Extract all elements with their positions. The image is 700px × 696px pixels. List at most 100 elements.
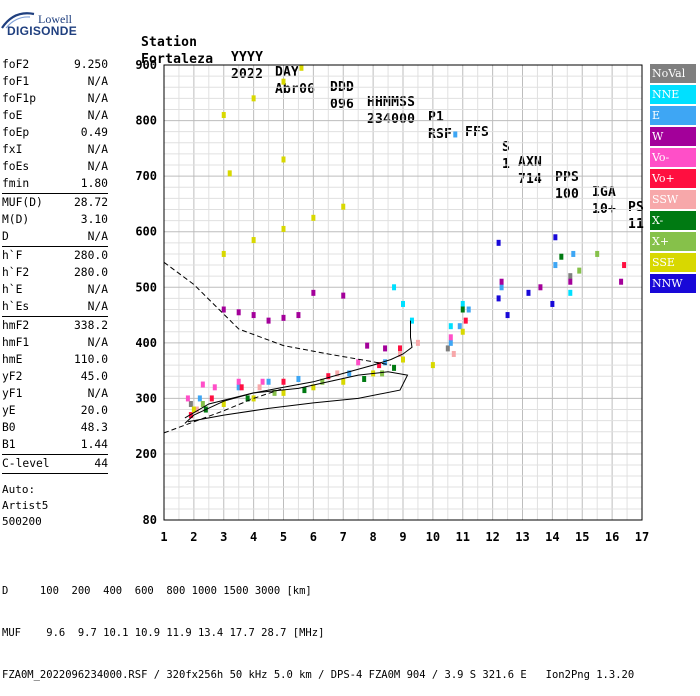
echo-point-e	[266, 378, 271, 385]
echo-point-x	[272, 389, 277, 396]
echo-point-nnw	[496, 295, 501, 302]
param-name: hmF2	[2, 319, 30, 332]
x-tick-label: 16	[605, 530, 619, 544]
echo-point-e	[347, 370, 352, 377]
param-name: foEs	[2, 160, 30, 173]
x-tick-label: 9	[399, 530, 406, 544]
echo-point-sse	[251, 95, 256, 102]
divider	[2, 316, 108, 317]
legend-item-e: E	[650, 106, 696, 125]
header-value-p1: RSF	[428, 127, 453, 142]
divider	[2, 193, 108, 194]
param-value: N/A	[87, 160, 108, 173]
echo-point-e	[296, 375, 301, 382]
param-value: N/A	[87, 387, 108, 400]
x-tick-label: 2	[190, 530, 197, 544]
param-value: N/A	[87, 300, 108, 313]
echo-point-w	[365, 342, 370, 349]
header-label-s: S	[502, 140, 511, 155]
param-row: h`E N/A	[2, 281, 108, 298]
echo-point-sse	[341, 203, 346, 210]
x-tick-label: 5	[280, 530, 287, 544]
param-value: 28.72	[73, 196, 108, 209]
clevel-name: C-level	[2, 457, 50, 470]
echo-point-w	[499, 278, 504, 285]
echo-point-ssw	[335, 370, 340, 377]
param-row: M(D) 3.10	[2, 211, 108, 228]
echo-point-x	[320, 378, 325, 385]
param-name: yE	[2, 404, 16, 417]
echo-point-noval	[568, 273, 573, 280]
echo-point-nnw	[550, 300, 555, 307]
legend-item-nne: NNE	[650, 85, 696, 104]
param-name: yF2	[2, 370, 23, 383]
echo-point-nne	[460, 300, 465, 307]
param-value: 20.0	[80, 404, 108, 417]
param-row: foEp 0.49	[2, 124, 108, 141]
echo-point-e	[453, 131, 458, 138]
echo-point-vo	[356, 359, 361, 366]
param-value: N/A	[87, 230, 108, 243]
y-tick-label: 80	[143, 513, 157, 527]
echo-point-e	[466, 306, 471, 313]
echo-point-e	[571, 250, 576, 257]
profile-line-solid	[184, 371, 409, 423]
legend-item-sse: SSE	[650, 253, 696, 272]
digisonde-swoosh-logo	[1, 12, 35, 29]
echo-point-x	[595, 250, 600, 257]
param-value: 3.10	[80, 213, 108, 226]
echo-point-vo	[200, 381, 205, 388]
echo-point-w	[538, 284, 543, 291]
echo-point-nnw	[505, 312, 510, 319]
bottom-info: D 100 200 400 600 800 1000 1500 3000 [km…	[2, 556, 634, 696]
param-row: fmin 1.80	[2, 175, 108, 192]
x-tick-label: 4	[250, 530, 257, 544]
echo-point-x	[577, 267, 582, 274]
y-tick-label: 800	[135, 114, 157, 128]
echo-point-ssw	[194, 406, 199, 413]
echo-point-e	[553, 262, 558, 269]
x-tick-label: 8	[370, 530, 377, 544]
param-value: 48.3	[80, 421, 108, 434]
echo-point-sse	[460, 328, 465, 335]
param-row: foF1 N/A	[2, 73, 108, 90]
echo-point-w	[236, 309, 241, 316]
x-tick-label: 1	[160, 530, 167, 544]
echo-point-e	[197, 395, 202, 402]
divider	[2, 246, 108, 247]
header-label-p1: P1	[428, 110, 445, 125]
echo-point-w	[383, 345, 388, 352]
echo-point-vo	[260, 378, 265, 385]
param-row: MUF(D) 28.72	[2, 194, 108, 211]
legend-item-noval: NoVal	[650, 64, 696, 83]
header-label-ps: PS	[628, 200, 645, 215]
chart-echo-points	[185, 64, 627, 419]
echo-point-vo	[209, 395, 214, 402]
param-name: hmE	[2, 353, 23, 366]
param-row: h`F 280.0	[2, 247, 108, 264]
param-name: foF1	[2, 75, 30, 88]
logo-digisonde: DIGISONDE	[7, 24, 78, 38]
echo-point-sse	[281, 156, 286, 163]
param-value: 0.49	[80, 126, 108, 139]
param-name: h`F2	[2, 266, 30, 279]
x-tick-label: 7	[340, 530, 347, 544]
param-value: 45.0	[80, 370, 108, 383]
header-label-yyyy: YYYY	[231, 50, 264, 65]
echo-point-vo	[281, 378, 286, 385]
param-row: B1 1.44	[2, 436, 108, 453]
echo-point-x	[200, 400, 205, 407]
echo-point-w	[568, 278, 573, 285]
echo-point-vo	[398, 345, 403, 352]
param-row: B0 48.3	[2, 419, 108, 436]
echo-point-ssw	[398, 350, 403, 357]
echo-point-nnw	[496, 239, 501, 246]
clevel-row: C-level 44	[2, 455, 108, 472]
param-row: h`Es N/A	[2, 298, 108, 315]
param-value: 280.0	[73, 266, 108, 279]
legend-item-x-plus: X+	[650, 232, 696, 251]
echo-point-nne	[409, 317, 414, 324]
distance-row: D 100 200 400 600 800 1000 1500 3000 [km…	[2, 585, 312, 597]
y-tick-label: 300	[135, 391, 157, 405]
x-tick-label: 6	[310, 530, 317, 544]
